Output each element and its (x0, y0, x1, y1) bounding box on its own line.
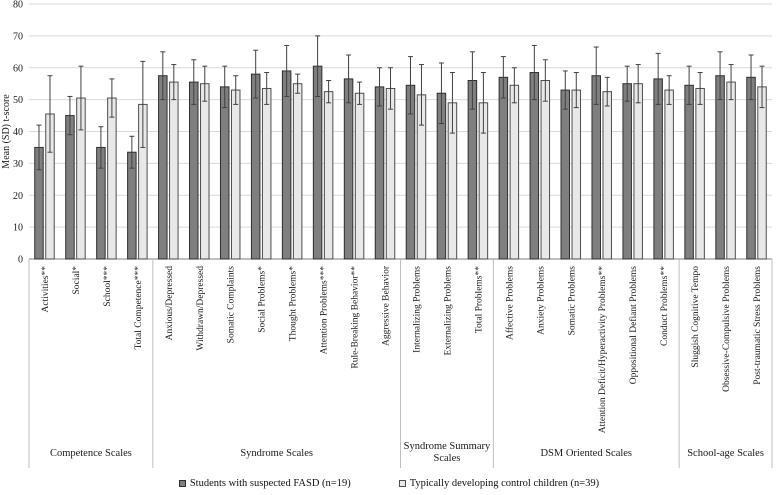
bar-fasd (281, 70, 292, 260)
y-tick-label: 30 (13, 159, 23, 170)
category-label: Somatic Problems (567, 266, 577, 336)
bar-fasd (189, 81, 199, 260)
bar-control (169, 81, 179, 260)
bar-control (664, 89, 674, 260)
bar-control (602, 91, 612, 260)
y-tick-label: 80 (13, 0, 23, 11)
y-axis-title: Mean (SD) t-score (1, 94, 12, 169)
bar-control (107, 97, 117, 260)
category-label: Affective Problems (504, 266, 515, 340)
category-label: Activities** (41, 266, 51, 313)
group-label: School-age Scales (687, 448, 764, 459)
category-label: Social* (72, 266, 82, 295)
category-label: Total Competence*** (134, 266, 144, 350)
bar-control (261, 87, 272, 260)
bar-control (323, 91, 334, 260)
group-label: Competence Scales (50, 448, 132, 459)
bar-fasd (219, 86, 230, 260)
legend-swatch-fasd-icon (178, 480, 186, 487)
category-label: Post-traumatic Stress Problems (753, 266, 763, 385)
bar-fasd (684, 84, 694, 260)
bar-fasd (498, 76, 509, 260)
category-label: Attention Problems*** (320, 266, 330, 355)
bar-fasd (158, 75, 168, 260)
legend-item-control: Typically developing control children (n… (398, 478, 600, 489)
bar-fasd (343, 78, 354, 260)
category-label: Conduct Problems** (660, 266, 670, 346)
bar-fasd (622, 83, 632, 260)
bar-fasd (529, 72, 540, 260)
bar-control (200, 83, 210, 260)
group-label: Syndrome Summary (404, 441, 491, 452)
category-label: Anxiety Problems (536, 266, 546, 335)
legend-label-control: Typically developing control children (n… (409, 478, 600, 489)
bar-control (757, 86, 767, 260)
y-tick-label: 50 (13, 95, 23, 106)
bar-control (292, 83, 303, 260)
bar-control (540, 80, 551, 260)
bar-control (509, 84, 520, 260)
category-label: Attention Deficit/Hyperactivity Problems… (597, 266, 608, 434)
bar-control (633, 83, 643, 260)
category-label: Social Problems* (258, 266, 268, 333)
category-label: Rule-Breaking Behavior** (351, 266, 361, 369)
legend-swatch-control-icon (398, 480, 406, 487)
chart-legend: Students with suspected FASD (n=19) Typi… (0, 472, 778, 495)
category-label: Anxious/Depressed (165, 266, 175, 341)
bar-control (385, 87, 396, 260)
group-label: Scales (434, 453, 461, 464)
category-label: School*** (103, 266, 113, 307)
bar-fasd (746, 76, 756, 260)
category-label: Externalizing Problems (443, 266, 453, 356)
bar-fasd (65, 115, 75, 260)
bar-control (695, 87, 705, 260)
category-label: Aggressive Behavior (382, 265, 392, 346)
bar-fasd (560, 89, 571, 260)
category-label: Withdrawn/Depressed (196, 266, 206, 351)
category-label: Sluggish Cognitive Tempo (691, 266, 701, 368)
y-tick-label: 20 (13, 191, 23, 202)
category-label: Thought Problems* (289, 266, 299, 341)
y-tick-label: 10 (13, 223, 23, 234)
bar-fasd (715, 75, 725, 260)
bar-control (726, 81, 736, 260)
bar-fasd (250, 73, 261, 260)
group-label: DSM Oriented Scales (540, 448, 632, 459)
y-tick-label: 0 (18, 255, 23, 266)
bar-control (230, 89, 241, 260)
bar-control (354, 92, 365, 260)
bar-control (571, 89, 582, 260)
chart-canvas: 0 10 20 30 40 50 60 70 80 Mean (SD) t-score Activi… (1, 0, 773, 468)
category-label: Somatic Complaints (227, 266, 237, 344)
category-label: Obsessive-Compulsive Problems (722, 266, 732, 392)
y-tick-label: 70 (13, 31, 23, 42)
category-label: Internalizing Problems (412, 266, 422, 353)
bar-fasd (653, 78, 663, 260)
category-label: Oppositional Defiant Problems (628, 266, 639, 385)
legend-label-fasd: Students with suspected FASD (n=19) (189, 478, 351, 489)
y-tick-label: 60 (13, 63, 23, 74)
y-tick-label: 40 (13, 127, 23, 138)
legend-item-fasd: Students with suspected FASD (n=19) (178, 478, 351, 489)
group-label: Syndrome Scales (240, 448, 313, 459)
category-label: Total Problems** (474, 266, 484, 333)
bar-fasd (374, 86, 385, 260)
